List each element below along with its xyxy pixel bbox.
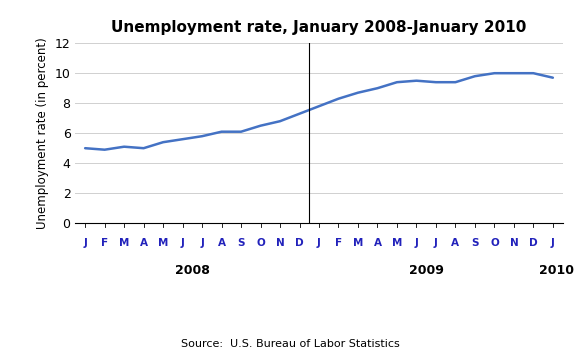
Text: A: A <box>451 238 459 248</box>
Text: M: M <box>353 238 363 248</box>
Text: J: J <box>180 238 184 248</box>
Text: J: J <box>551 238 555 248</box>
Text: D: D <box>295 238 304 248</box>
Text: 2008: 2008 <box>175 264 210 276</box>
Text: A: A <box>374 238 382 248</box>
Text: O: O <box>256 238 265 248</box>
Text: S: S <box>471 238 478 248</box>
Text: M: M <box>158 238 168 248</box>
Title: Unemployment rate, January 2008-January 2010: Unemployment rate, January 2008-January … <box>111 20 527 35</box>
Text: S: S <box>237 238 245 248</box>
Text: F: F <box>101 238 108 248</box>
Text: J: J <box>83 238 87 248</box>
Text: M: M <box>119 238 129 248</box>
Text: J: J <box>434 238 438 248</box>
Text: 2010: 2010 <box>539 264 574 276</box>
Text: N: N <box>276 238 284 248</box>
Text: Source:  U.S. Bureau of Labor Statistics: Source: U.S. Bureau of Labor Statistics <box>180 339 400 349</box>
Text: A: A <box>218 238 226 248</box>
Text: 2009: 2009 <box>409 264 444 276</box>
Text: D: D <box>529 238 538 248</box>
Text: F: F <box>335 238 342 248</box>
Text: N: N <box>509 238 519 248</box>
Text: M: M <box>392 238 402 248</box>
Text: J: J <box>200 238 204 248</box>
Text: J: J <box>317 238 321 248</box>
Text: O: O <box>490 238 499 248</box>
Text: A: A <box>140 238 147 248</box>
Text: J: J <box>415 238 418 248</box>
Y-axis label: Unemployment rate (in percent): Unemployment rate (in percent) <box>36 37 49 229</box>
